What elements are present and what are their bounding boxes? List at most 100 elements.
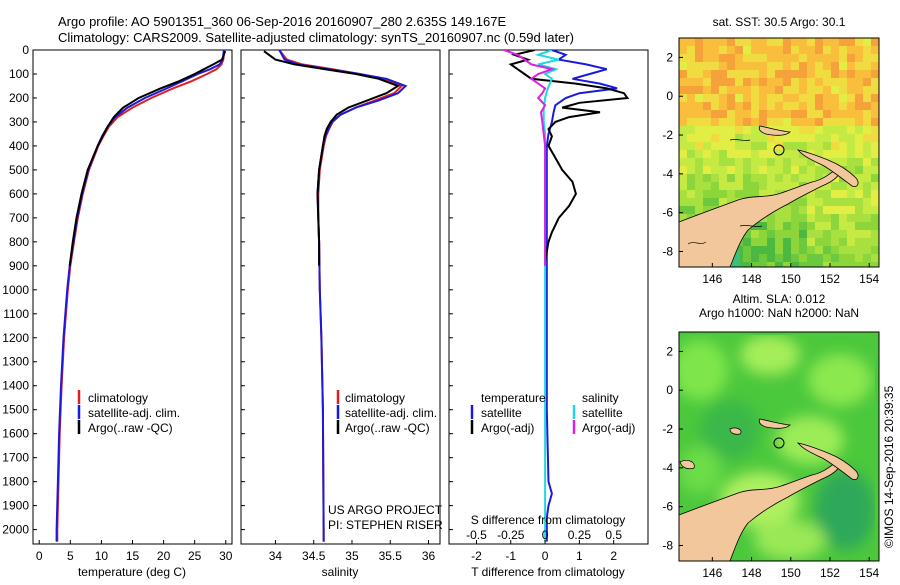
series-climatology [56, 50, 226, 542]
temperature-plot [55, 50, 227, 542]
sst-cell [719, 78, 727, 86]
sst-cell [871, 174, 879, 182]
sst-cell [831, 142, 839, 150]
sst-cell [871, 142, 879, 150]
sst-cell [847, 126, 855, 134]
sst-cell [751, 110, 759, 118]
sst-cell [831, 38, 839, 46]
sst-cell [751, 86, 759, 94]
sst-cell [847, 182, 855, 190]
sst-cell [759, 54, 767, 62]
sst-cell [855, 254, 863, 262]
sst-cell [855, 54, 863, 62]
sst-cell [839, 110, 847, 118]
sst-cell [727, 86, 735, 94]
sst-cell [695, 126, 703, 134]
sst-cell [871, 46, 879, 54]
sst-cell [791, 262, 799, 267]
sst-cell [727, 190, 735, 198]
sst-cell [679, 182, 687, 190]
sst-cell [743, 262, 751, 267]
sst-cell [687, 142, 695, 150]
sst-cell [823, 142, 831, 150]
sst-cell [823, 62, 831, 70]
pi-annotation: PI: STEPHEN RISER [328, 518, 443, 532]
sst-cell [719, 182, 727, 190]
sst-cell [783, 166, 791, 174]
sst-cell [711, 134, 719, 142]
sst-cell [775, 262, 783, 267]
sst-cell [703, 190, 711, 198]
sst-cell [719, 110, 727, 118]
sst-cell [815, 46, 823, 54]
sst-cell [703, 118, 711, 126]
sst-cell [791, 118, 799, 126]
sst-cell [847, 46, 855, 54]
sst-cell [719, 62, 727, 70]
sst-cell [767, 134, 775, 142]
sst-cell [775, 238, 783, 246]
sst-cell [743, 158, 751, 166]
sst-cell [791, 134, 799, 142]
sst-cell [847, 94, 855, 102]
sst-cell [775, 230, 783, 238]
sst-cell [767, 102, 775, 110]
sst-cell [711, 190, 719, 198]
sst-cell [695, 70, 703, 78]
sst-cell [703, 110, 711, 118]
salinity-legend: climatology satellite-adj. clim. Argo(..… [328, 390, 443, 532]
sst-cell [863, 126, 871, 134]
sst-cell [831, 198, 839, 206]
sst-cell [767, 110, 775, 118]
sst-cell [847, 38, 855, 46]
x-tick-label: 0 [36, 549, 43, 563]
sst-cell [799, 198, 807, 206]
legend-label: satellite-adj. clim. [345, 406, 437, 420]
sst-cell [711, 38, 719, 46]
sst-cell [703, 182, 711, 190]
sst-cell [743, 150, 751, 158]
sst-cell [743, 110, 751, 118]
sst-cell [711, 94, 719, 102]
sst-cell [703, 150, 711, 158]
sst-cell [695, 166, 703, 174]
sst-cell [679, 206, 687, 214]
sst-cell [815, 142, 823, 150]
sst-cell [871, 78, 879, 86]
sst-cell [815, 150, 823, 158]
sst-cell [823, 262, 831, 267]
sst-cell [799, 222, 807, 230]
sst-cell [767, 214, 775, 222]
sst-cell [807, 174, 815, 182]
sst-cell [767, 238, 775, 246]
coast-detail [687, 139, 763, 245]
sst-cell [863, 262, 871, 267]
sst-cell [815, 54, 823, 62]
sst-cell [815, 78, 823, 86]
sst-cell [871, 134, 879, 142]
sst-cell [823, 238, 831, 246]
sst-cell [831, 262, 839, 267]
sst-cell [839, 126, 847, 134]
sst-cell [687, 134, 695, 142]
sst-cell [783, 206, 791, 214]
sst-cell [807, 102, 815, 110]
sst-cell [759, 246, 767, 254]
sst-cell [815, 102, 823, 110]
sst-cell [727, 198, 735, 206]
sst-cell [759, 166, 767, 174]
sst-cell [751, 158, 759, 166]
sst-cell [863, 190, 871, 198]
sst-cell [847, 246, 855, 254]
sst-cell [703, 70, 711, 78]
sst-cell [863, 86, 871, 94]
series-salinity-satellite [534, 50, 560, 542]
sst-cell [783, 102, 791, 110]
sst-cell [775, 214, 783, 222]
sst-cell [711, 46, 719, 54]
sst-cell [759, 238, 767, 246]
sst-cell [839, 262, 847, 267]
sst-cell [751, 262, 759, 267]
sst-cell [727, 62, 735, 70]
sst-cell [855, 174, 863, 182]
